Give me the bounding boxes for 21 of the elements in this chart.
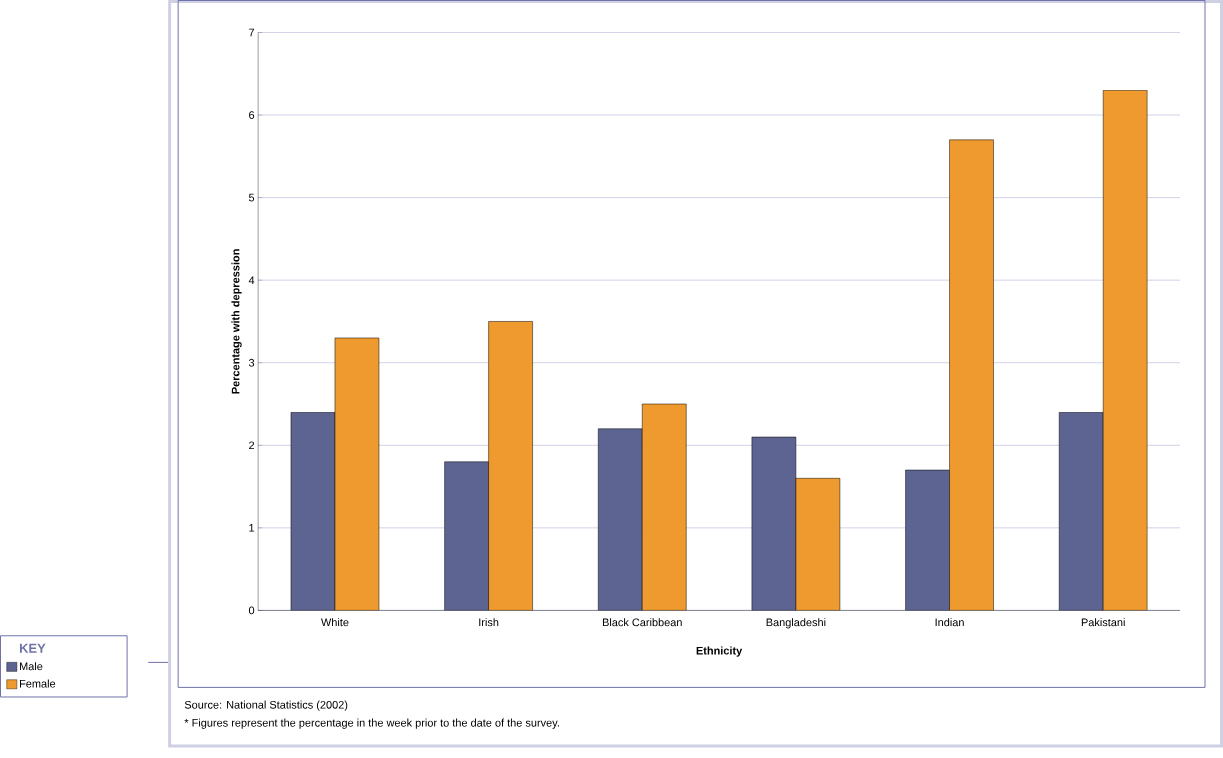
y-tick-label: 2 <box>249 441 255 449</box>
source-note: Source: National Statistics (2002) <box>184 700 348 711</box>
y-tick-label: 5 <box>248 193 255 202</box>
x-tick-label: Irish <box>479 618 499 627</box>
y-tick-label: 4 <box>248 276 255 284</box>
x-tick-label: Bangladeshi <box>766 618 826 629</box>
y-axis-title: Percentage with depression <box>231 249 242 394</box>
y-tick-label: 6 <box>249 110 255 119</box>
x-tick-label: Black Caribbean <box>602 618 682 627</box>
y-tick-label: 0 <box>248 606 255 615</box>
legend-label: Female <box>20 679 56 688</box>
legend-label: Male <box>20 661 43 670</box>
y-tick-label: 3 <box>248 358 255 367</box>
x-tick-label: Pakistani <box>1081 618 1125 627</box>
legend-title: KEY <box>19 643 46 653</box>
y-tick-label: 1 <box>249 523 255 532</box>
y-tick-label: 7 <box>249 28 255 37</box>
x-tick-label: Indian <box>935 618 964 627</box>
x-tick-label: White <box>321 618 349 627</box>
x-axis-title: Ethnicity <box>696 646 743 657</box>
text: * Figures represent the percentage in the week prior to the date of the survey. <box>184 718 559 729</box>
